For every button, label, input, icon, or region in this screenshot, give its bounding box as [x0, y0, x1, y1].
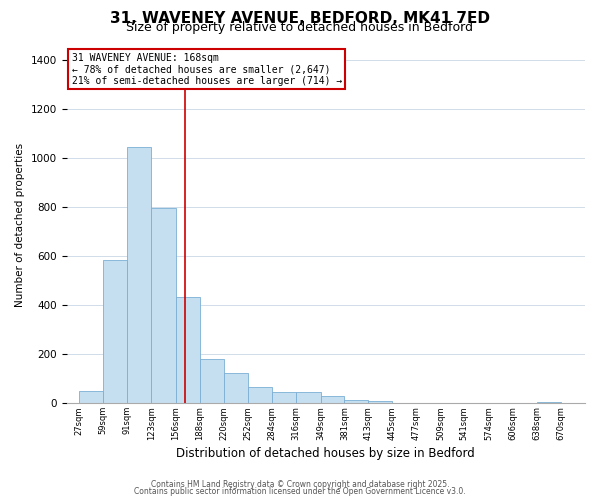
Text: 31, WAVENEY AVENUE, BEDFORD, MK41 7ED: 31, WAVENEY AVENUE, BEDFORD, MK41 7ED [110, 11, 490, 26]
Bar [537, 402, 561, 404]
X-axis label: Distribution of detached houses by size in Bedford: Distribution of detached houses by size … [176, 447, 475, 460]
Bar [272, 392, 296, 404]
Bar [224, 372, 248, 404]
Bar [248, 386, 272, 404]
Bar [344, 400, 368, 404]
Bar [320, 396, 344, 404]
Text: Contains public sector information licensed under the Open Government Licence v3: Contains public sector information licen… [134, 487, 466, 496]
Bar [368, 402, 392, 404]
Text: Size of property relative to detached houses in Bedford: Size of property relative to detached ho… [127, 21, 473, 34]
Text: Contains HM Land Registry data © Crown copyright and database right 2025.: Contains HM Land Registry data © Crown c… [151, 480, 449, 489]
Y-axis label: Number of detached properties: Number of detached properties [15, 144, 25, 308]
Bar [103, 260, 127, 404]
Bar [176, 296, 200, 404]
Bar [79, 391, 103, 404]
Bar [127, 147, 151, 404]
Text: 31 WAVENEY AVENUE: 168sqm
← 78% of detached houses are smaller (2,647)
21% of se: 31 WAVENEY AVENUE: 168sqm ← 78% of detac… [72, 53, 342, 86]
Bar [296, 392, 320, 404]
Bar [200, 359, 224, 404]
Bar [151, 208, 176, 404]
